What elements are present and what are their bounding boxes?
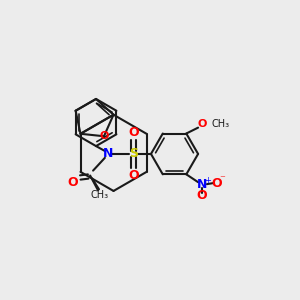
Text: +: + — [205, 176, 211, 185]
Text: O: O — [212, 177, 222, 190]
Text: O: O — [197, 119, 207, 129]
Text: O: O — [197, 189, 207, 203]
Text: N: N — [197, 178, 207, 190]
Text: N: N — [103, 147, 113, 161]
Text: O: O — [99, 131, 109, 141]
Text: O: O — [128, 169, 139, 182]
Text: CH₃: CH₃ — [91, 190, 109, 200]
Text: O: O — [67, 176, 78, 189]
Text: O: O — [128, 126, 139, 139]
Text: CH₃: CH₃ — [212, 119, 230, 129]
Text: ⁻: ⁻ — [220, 174, 226, 184]
Text: S: S — [129, 147, 138, 161]
